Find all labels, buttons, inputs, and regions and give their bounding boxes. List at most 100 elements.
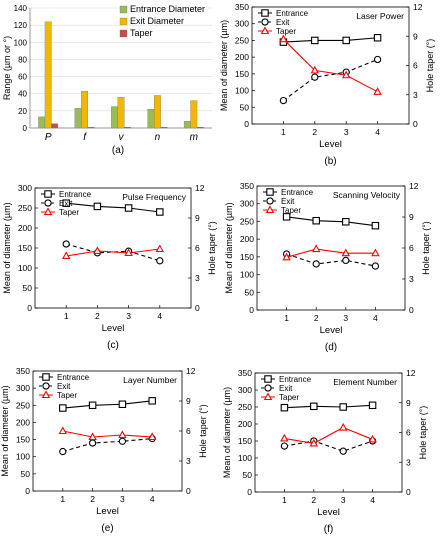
y-right-tick-label: 6 — [406, 428, 411, 438]
y-tick-label: 350 — [16, 366, 30, 376]
y-right-tick-label: 6 — [413, 61, 418, 71]
y-tick-label: 250 — [18, 203, 32, 213]
x-tick-label: 1 — [281, 127, 286, 137]
marker-exit — [156, 257, 164, 265]
y-right-tick-label: 9 — [409, 212, 414, 222]
legend-label: Entrance — [279, 375, 312, 384]
bar-entrance-diameter — [147, 108, 155, 129]
marker-entrance — [342, 36, 350, 45]
marker-entrance — [156, 208, 164, 216]
panel-annotation: Element Number — [333, 377, 397, 387]
y-right-tick-label: 0 — [413, 119, 418, 129]
x-tick-label: n — [155, 132, 161, 143]
y-tick-label: 200 — [18, 223, 32, 233]
marker-entrance — [59, 404, 67, 412]
marker-taper — [265, 205, 275, 214]
marker-exit — [266, 197, 274, 205]
x-tick-label: v — [119, 132, 125, 143]
y-tick-label: 150 — [235, 69, 249, 79]
bar-taper — [124, 126, 131, 129]
legend-label: Entrance — [57, 373, 90, 382]
legend-label: Entrance Diameter — [130, 4, 205, 14]
legend-label: Exit — [57, 382, 71, 391]
marker-exit — [88, 439, 97, 447]
x-axis-label: Level — [320, 325, 343, 336]
y-right-tick-label: 3 — [195, 273, 200, 283]
marker-taper — [124, 248, 133, 257]
x-tick-label: 4 — [157, 311, 162, 321]
x-tick-label: 1 — [64, 311, 69, 321]
marker-taper — [341, 248, 351, 257]
series-line-exit — [66, 243, 160, 262]
marker-exit — [279, 96, 288, 105]
marker-exit — [342, 256, 350, 265]
y-axis-label: Mean of diameter (µm) — [2, 202, 12, 293]
x-tick-label: 1 — [284, 313, 289, 323]
bar-exit-diameter — [117, 96, 125, 129]
y-right-tick-label: 12 — [195, 183, 205, 193]
marker-exit — [311, 73, 319, 81]
marker-exit — [62, 240, 70, 248]
x-axis-label: Level — [96, 506, 119, 517]
y-axis-label: Mean of diameter (µm) — [224, 202, 234, 293]
x-axis-label: Level — [319, 139, 342, 150]
bar-entrance-diameter — [74, 108, 82, 129]
panel-label: (b) — [324, 156, 336, 167]
marker-entrance — [93, 202, 102, 211]
y-tick-label: 200 — [240, 234, 254, 244]
marker-exit — [261, 18, 269, 26]
y-right-tick-label: 6 — [186, 426, 191, 436]
marker-entrance — [373, 34, 382, 42]
panel-label: (d) — [325, 342, 337, 353]
legend-label: Exit — [279, 384, 293, 393]
y-tick-label: 0 — [249, 305, 254, 315]
x-tick-label: m — [190, 132, 198, 143]
y-right-tick-label: 3 — [186, 456, 191, 466]
x-tick-label: 2 — [90, 494, 95, 504]
bar-entrance-diameter — [183, 120, 191, 129]
y-right-tick-label: 9 — [186, 396, 191, 406]
marker-exit — [118, 437, 127, 445]
legend-swatch — [119, 17, 128, 26]
legend-label: Taper — [59, 208, 79, 217]
y-right-tick-label: 0 — [409, 305, 414, 315]
y-tick-label: 50 — [243, 470, 253, 480]
y-tick-label: 200 — [16, 417, 30, 427]
marker-taper — [310, 65, 320, 74]
marker-exit — [264, 384, 272, 392]
y-right-tick-label: 9 — [406, 398, 411, 408]
y-tick-label: 0 — [247, 487, 252, 497]
y-right-tick-label: 12 — [406, 368, 416, 378]
plot-frame — [32, 370, 183, 492]
series-line-taper — [283, 38, 378, 93]
y-tick-label: 20 — [18, 107, 27, 116]
y-axis-label: Mean of diameter (µm) — [219, 20, 229, 111]
y-right-tick-label: 6 — [409, 243, 414, 253]
y-right-tick-label: 0 — [186, 486, 191, 496]
y-right-tick-label: 6 — [195, 243, 200, 253]
bar-exit-diameter — [190, 100, 198, 129]
y-tick-label: 250 — [240, 216, 254, 226]
x-tick-label: 4 — [373, 313, 378, 323]
panel-label: (c) — [107, 340, 119, 351]
y-tick-label: 50 — [21, 469, 31, 479]
series-line-exit — [284, 440, 373, 452]
marker-entrance — [264, 375, 272, 383]
marker-taper — [371, 248, 380, 257]
x-tick-label: 2 — [311, 495, 316, 505]
marker-exit — [44, 199, 52, 207]
y-tick-label: 100 — [16, 452, 30, 462]
marker-taper — [88, 432, 97, 441]
y-axis-label: Mean of diameter (µm) — [0, 385, 10, 476]
marker-taper — [282, 252, 291, 261]
y-right-axis-label: Hole taper (°) — [207, 221, 217, 275]
marker-entrance — [44, 190, 52, 198]
bar-entrance-diameter — [111, 106, 118, 129]
y-right-tick-label: 0 — [195, 303, 200, 313]
marker-exit — [42, 382, 50, 390]
x-tick-label: 2 — [95, 311, 100, 321]
y-axis-label: Mean of diameter (µm) — [222, 387, 232, 478]
y-right-tick-label: 3 — [413, 90, 418, 100]
